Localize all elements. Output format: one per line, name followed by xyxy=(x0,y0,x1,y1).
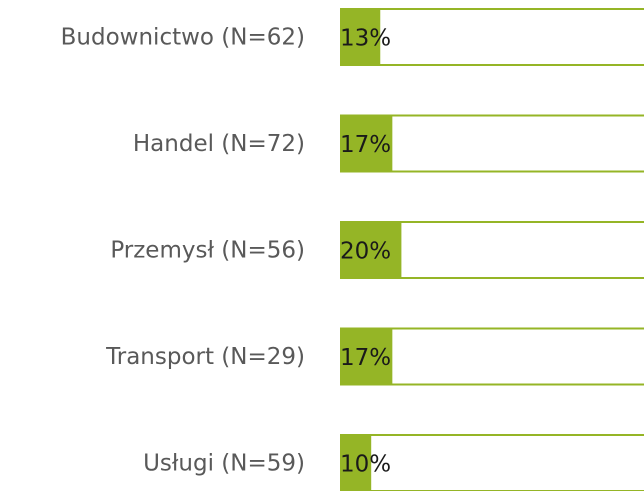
bar xyxy=(341,327,393,386)
bar xyxy=(341,8,381,66)
value-label: 10% xyxy=(340,452,391,478)
category-label: Handel (N=72) xyxy=(133,131,305,157)
value-label: 17% xyxy=(340,345,391,371)
category-label: Transport (N=29) xyxy=(105,344,305,370)
value-label: 20% xyxy=(340,239,391,265)
category-label: Budownictwo (N=62) xyxy=(61,25,305,51)
bar xyxy=(341,114,393,173)
category-label: Usługi (N=59) xyxy=(143,451,305,477)
category-label: Przemysł (N=56) xyxy=(110,238,305,264)
value-label: 13% xyxy=(340,26,391,52)
bar xyxy=(341,434,372,491)
value-label: 17% xyxy=(340,132,391,158)
bar xyxy=(341,221,402,279)
